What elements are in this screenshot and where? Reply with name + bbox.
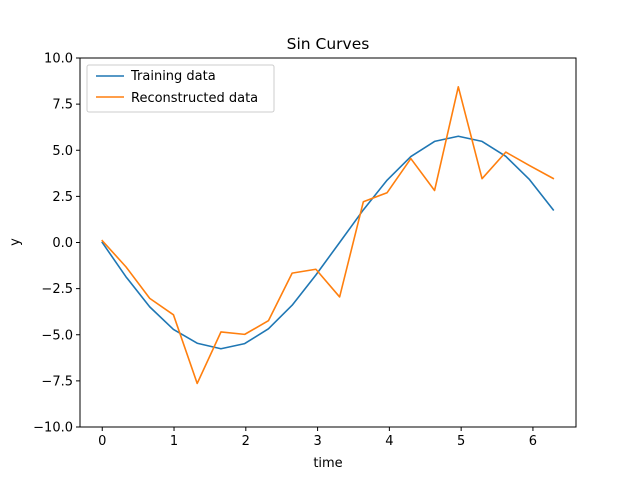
series-line-reconstructed-data — [101, 85, 555, 385]
legend-box — [86, 64, 275, 113]
series-line-training-data — [101, 135, 555, 350]
x-tick-label: 3 — [313, 434, 321, 449]
y-tick-label: 5.0 — [52, 144, 73, 159]
x-tick-label: 4 — [385, 434, 393, 449]
legend-label-reconstructed-data: Reconstructed data — [131, 91, 258, 106]
y-axis-label: y — [8, 238, 23, 246]
legend-label-training-data: Training data — [130, 69, 216, 84]
x-axis: 0 1 2 3 4 5 6 — [98, 427, 537, 449]
x-tick-label: 2 — [242, 434, 250, 449]
y-axis: −10.0 −7.5 −5.0 −2.5 0.0 2.5 5.0 7.5 10.0 — [33, 52, 80, 436]
x-tick-label: 0 — [98, 434, 106, 449]
legend: Training data Reconstructed data — [86, 64, 275, 113]
y-tick-label: 10.0 — [44, 52, 73, 67]
x-tick-label: 6 — [529, 434, 537, 449]
y-tick-label: 2.5 — [52, 190, 73, 205]
x-tick-label: 1 — [170, 434, 178, 449]
x-tick-label: 5 — [457, 434, 465, 449]
x-axis-label: time — [313, 456, 342, 471]
y-tick-label: −10.0 — [33, 421, 73, 436]
chart-title: Sin Curves — [287, 35, 370, 53]
y-tick-label: 7.5 — [52, 98, 73, 113]
plot-area — [80, 58, 576, 427]
series-layer — [101, 85, 555, 385]
y-tick-label: −2.5 — [41, 282, 73, 297]
y-tick-label: −5.0 — [41, 328, 73, 343]
y-tick-label: 0.0 — [52, 236, 73, 251]
y-tick-label: −7.5 — [41, 374, 73, 389]
